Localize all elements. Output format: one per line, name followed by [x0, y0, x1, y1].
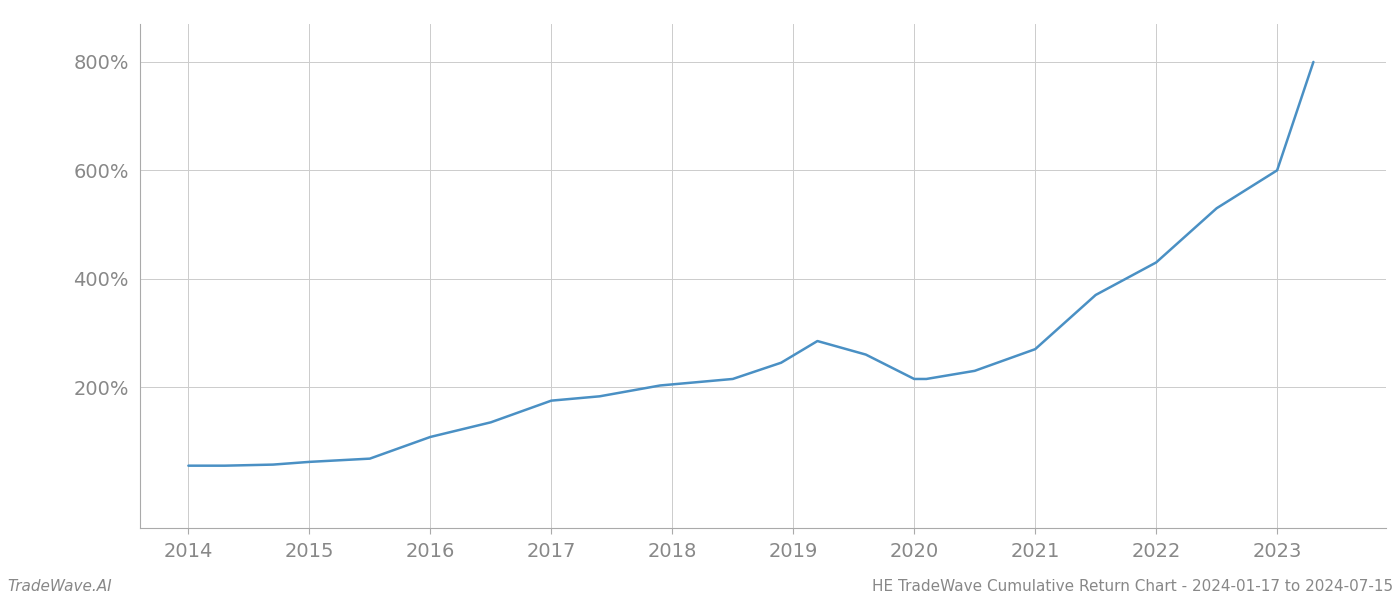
- Text: TradeWave.AI: TradeWave.AI: [7, 579, 112, 594]
- Text: HE TradeWave Cumulative Return Chart - 2024-01-17 to 2024-07-15: HE TradeWave Cumulative Return Chart - 2…: [872, 579, 1393, 594]
